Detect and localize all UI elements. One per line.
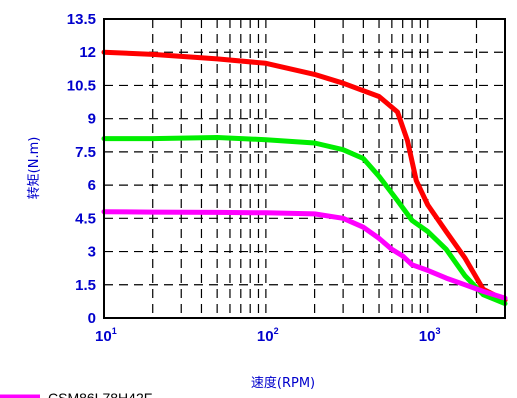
y-axis-ticks: 0 1.5 3 4.5 6 7.5 9 10.5 12 13.5 <box>67 11 96 327</box>
torque-curve-1 <box>101 49 508 303</box>
y-tick-label: 9 <box>88 111 96 128</box>
x-tick-label: 102 <box>257 326 279 345</box>
torque-curve-2 <box>101 135 508 307</box>
grid <box>104 19 505 318</box>
y-tick-label: 12 <box>79 44 96 61</box>
y-tick-label: 13.5 <box>67 11 96 28</box>
x-axis-label: 速度(RPM) <box>251 375 315 391</box>
y-tick-label: 6 <box>88 177 96 194</box>
plot-frame <box>103 18 506 319</box>
curves <box>101 49 508 307</box>
y-axis-label: 转矩(N.m) <box>27 137 42 200</box>
y-tick-label: 3 <box>88 244 96 261</box>
y-tick-label: 0 <box>88 310 96 327</box>
x-axis-ticks: 101 102 103 <box>95 326 440 345</box>
y-tick-label: 1.5 <box>75 277 96 294</box>
y-tick-label: 7.5 <box>75 144 96 161</box>
y-tick-label: 4.5 <box>75 210 96 227</box>
torque-curve-3 <box>101 209 508 301</box>
y-tick-label: 10.5 <box>67 77 96 94</box>
legend: CSM86L78H42F <box>0 390 152 398</box>
x-tick-label: 103 <box>419 326 441 345</box>
x-tick-label: 101 <box>95 326 117 345</box>
legend-label: CSM86L78H42F <box>48 390 152 398</box>
